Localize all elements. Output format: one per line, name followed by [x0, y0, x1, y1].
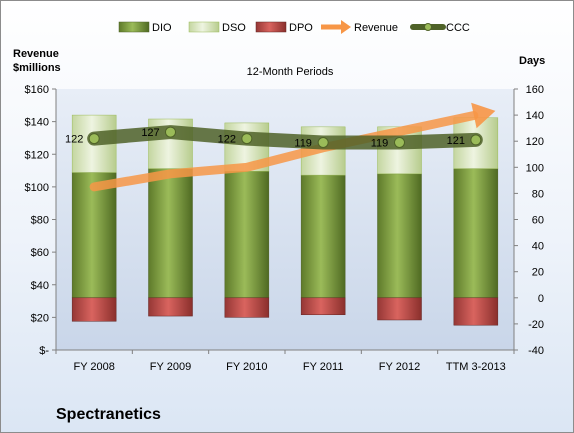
dio-bar — [377, 173, 422, 299]
chart-axes: $- $20 $40 $60 $80 $100 $120 $140 $160 -40 -20 0 20 4… — [25, 84, 544, 373]
ccc-data-label: 121 — [447, 135, 465, 147]
left-tick-label: $60 — [31, 247, 49, 259]
ccc-point — [394, 137, 405, 149]
legend-swatch — [255, 21, 287, 33]
x-tick-label: FY 2008 — [73, 361, 114, 373]
chart-titles: 12-Month Periods Revenue $millions Days — [13, 48, 545, 78]
ccc-point — [470, 134, 482, 146]
plot-area: 122 127 122 119 119 121 — [56, 89, 514, 350]
right-axis-title: Days — [519, 55, 545, 67]
left-tick-label: $80 — [31, 215, 49, 227]
ccc-data-label: 119 — [371, 138, 389, 150]
left-tick-label: $120 — [25, 149, 49, 161]
ccc-point — [165, 126, 176, 138]
dpo-bar — [71, 297, 117, 322]
dio-bar — [148, 168, 193, 299]
legend-label: DIO — [152, 22, 172, 34]
right-tick-label: 20 — [532, 267, 544, 279]
x-tick-label: TTM 3-2013 — [446, 361, 506, 373]
legend-label: CCC — [446, 22, 470, 34]
x-tick-label: FY 2009 — [150, 361, 191, 373]
dio-bar — [224, 170, 270, 299]
dpo-bar — [377, 297, 422, 321]
ccc-data-label: 122 — [65, 134, 83, 146]
ccc-point — [88, 133, 100, 145]
legend-swatch — [188, 21, 220, 33]
ccc-data-label: 122 — [218, 134, 236, 146]
left-tick-label: $160 — [25, 84, 49, 96]
ccc-data-label: 127 — [141, 127, 159, 139]
chart-title: 12-Month Periods — [247, 66, 334, 78]
right-tick-label: 60 — [532, 215, 544, 227]
legend-swatch-arrowhead — [341, 20, 351, 34]
dpo-bar — [224, 297, 270, 318]
x-tick-label: FY 2012 — [379, 361, 420, 373]
plot-background — [56, 89, 514, 350]
legend-swatch-marker — [424, 23, 432, 31]
company-name: Spectranetics — [56, 406, 161, 423]
dio-bar — [453, 168, 499, 299]
x-tick-label: FY 2011 — [303, 361, 344, 373]
dpo-bar — [453, 297, 499, 326]
legend-label: DSO — [222, 22, 246, 34]
right-tick-label: -40 — [528, 345, 544, 357]
revenue-line — [89, 111, 479, 192]
dio-bar — [300, 174, 346, 299]
legend-label: DPO — [289, 22, 313, 34]
ccc-point — [241, 133, 253, 145]
right-tick-label: 100 — [526, 162, 544, 174]
x-tick-label: FY 2010 — [226, 361, 267, 373]
right-tick-label: 40 — [532, 241, 544, 253]
right-tick-label: 160 — [526, 84, 544, 96]
ccc-data-label: 119 — [294, 138, 312, 150]
right-tick-label: 80 — [532, 188, 544, 200]
left-tick-label: $40 — [31, 280, 49, 292]
left-tick-label: $- — [39, 345, 49, 357]
left-axis-title-unit: $millions — [13, 62, 61, 74]
right-tick-label: -20 — [528, 319, 544, 331]
right-tick-label: 120 — [526, 136, 544, 148]
legend-swatch — [118, 21, 150, 33]
right-tick-label: 0 — [538, 293, 544, 305]
revenue-arrowhead — [471, 102, 496, 129]
dpo-bar — [300, 297, 346, 316]
left-tick-label: $140 — [25, 117, 49, 129]
left-tick-label: $20 — [31, 312, 49, 324]
right-tick-label: 140 — [526, 110, 544, 122]
ccc-line — [87, 125, 483, 150]
legend-label: Revenue — [354, 22, 398, 34]
dpo-bar — [148, 297, 193, 317]
left-axis-title: Revenue — [13, 48, 59, 60]
chart-legend: DIO DSO DPO Revenue CCC — [118, 20, 470, 34]
ccc-point — [317, 137, 329, 149]
dio-bar — [71, 172, 117, 299]
left-tick-label: $100 — [25, 182, 49, 194]
